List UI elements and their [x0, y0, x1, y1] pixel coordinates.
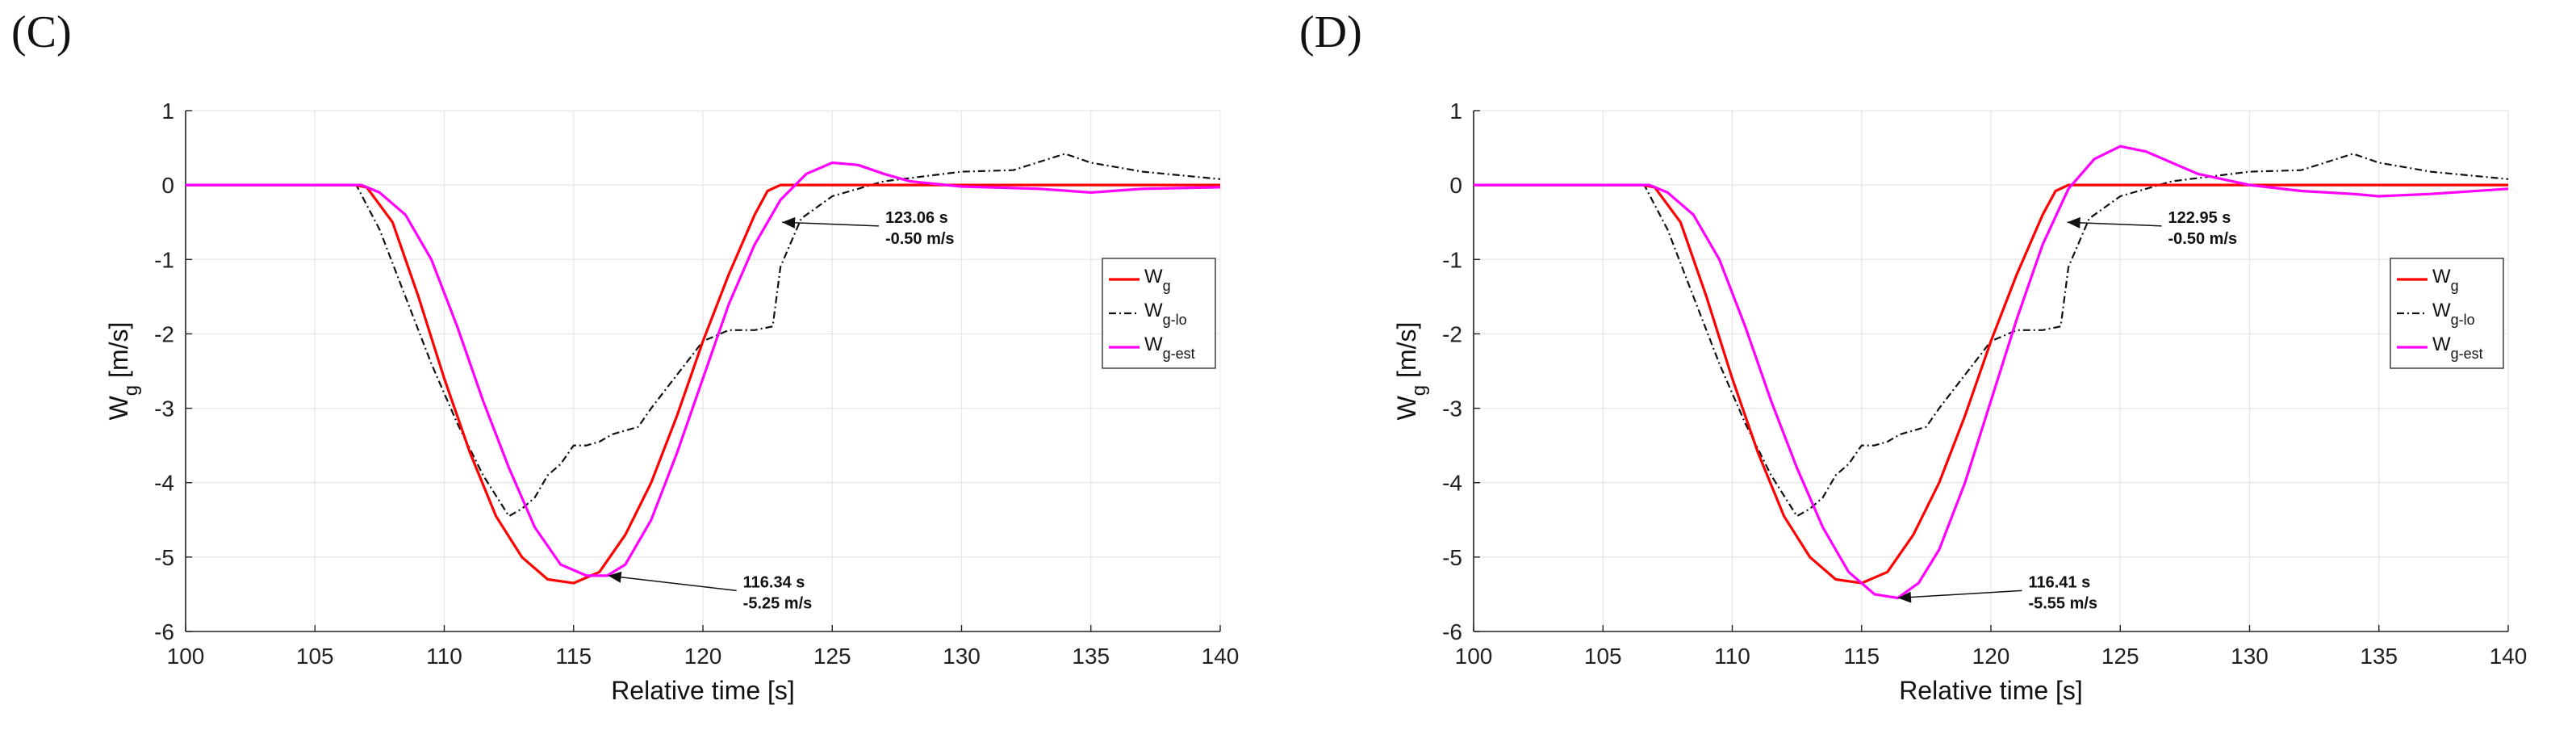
- legend-label-subscript: g: [1163, 278, 1171, 294]
- legend-label-wg: Wg: [1144, 266, 1171, 294]
- legend-label-subscript: g-lo: [1163, 312, 1187, 328]
- legend-label-wg-lo: Wg-lo: [2432, 300, 2475, 328]
- x-tick-label: 125: [813, 644, 851, 669]
- annotation-arrow-head: [608, 571, 622, 583]
- x-tick-label: 110: [1714, 644, 1750, 669]
- annotation-label-value: -0.50 m/s: [2168, 230, 2238, 248]
- x-tick-label: 135: [2360, 644, 2398, 669]
- x-tick-label: 105: [296, 644, 334, 669]
- legend-label-main: W: [2432, 300, 2451, 321]
- annotation-label-value: -0.50 m/s: [885, 230, 955, 248]
- annotation-arrow-head: [782, 216, 796, 229]
- y-tick-label: 0: [161, 173, 174, 198]
- legend-label-wg-est: Wg-est: [2432, 334, 2483, 362]
- annotation-label-time: 116.41 s: [2028, 573, 2090, 591]
- y-tick-label: 1: [1449, 99, 1462, 124]
- y-tick-label: -3: [1442, 396, 1462, 422]
- legend-label-subscript: g-est: [1163, 346, 1195, 362]
- x-axis-title: Relative time [s]: [1899, 676, 2083, 705]
- y-tick-label: 0: [1449, 173, 1462, 198]
- legend-label-main: W: [2432, 266, 2451, 287]
- x-tick-label: 130: [2231, 644, 2269, 669]
- x-tick-label: 140: [2490, 644, 2528, 669]
- legend-label-wg: Wg: [2432, 266, 2459, 294]
- line-chart: 100 105 110 115 120 125 130 135 140 1 0 -1 -2 -3 -4 -5 -…: [104, 99, 1240, 705]
- annotation-label-value: -5.25 m/s: [743, 594, 813, 612]
- chart-panel-c: (C) 100 105 110 115 120 125 130 135 140 1 0 -1 -2 -3 -…: [0, 0, 1288, 726]
- y-tick-label: -2: [1442, 321, 1462, 346]
- x-tick-label: 125: [2101, 644, 2139, 669]
- annotation-arrow-head: [1897, 591, 1912, 603]
- x-tick-label: 115: [555, 644, 592, 669]
- x-tick-label: 120: [684, 644, 722, 669]
- annotation-arrow-line: [2067, 221, 2162, 227]
- x-tick-label: 135: [1072, 644, 1110, 669]
- legend-label-main: W: [1144, 266, 1163, 287]
- annotation-label-time: 123.06 s: [885, 209, 948, 227]
- annotation-label-value: -5.55 m/s: [2028, 594, 2097, 612]
- legend-label-subscript: g: [2451, 278, 2459, 294]
- series-line-wg-est: [1474, 145, 2509, 600]
- x-axis-title: Relative time [s]: [611, 676, 795, 705]
- y-tick-label: -4: [1442, 471, 1462, 496]
- panel-label: (D): [1299, 7, 1362, 57]
- y-tick-label: -6: [1442, 619, 1462, 644]
- x-tick-label: 100: [167, 644, 205, 669]
- y-axis-title-subscript: g: [1408, 385, 1430, 396]
- annotation-arrow-line: [782, 221, 879, 227]
- y-tick-label: -5: [1442, 545, 1462, 570]
- y-axis-title-subscript: g: [120, 385, 142, 396]
- y-axis-title-unit: [m/s]: [1392, 322, 1421, 385]
- annotation-arrow-line: [608, 575, 737, 592]
- y-tick-label: -2: [154, 321, 174, 346]
- legend-box: [1102, 258, 1216, 369]
- series-line-wg-lo: [186, 153, 1221, 518]
- y-axis-title: Wg [m/s]: [1392, 322, 1430, 421]
- x-tick-label: 130: [943, 644, 981, 669]
- annotation-label-time: 116.34 s: [743, 573, 805, 591]
- y-tick-label: -4: [154, 471, 174, 496]
- annotation-arrow-line: [1897, 589, 2022, 599]
- y-tick-label: 1: [161, 99, 174, 124]
- legend-label-main: W: [1144, 300, 1163, 321]
- annotation-arrow-head: [2067, 216, 2080, 229]
- x-tick-label: 100: [1455, 644, 1493, 669]
- y-tick-label: -5: [154, 545, 174, 570]
- legend-box: [2390, 258, 2504, 369]
- legend-label-main: W: [2432, 334, 2451, 355]
- series-line-wg: [186, 183, 1220, 585]
- y-tick-label: -1: [154, 247, 174, 272]
- y-axis-title-main: W: [104, 395, 133, 420]
- legend-label-subscript: g-est: [2451, 346, 2483, 362]
- panel-label: (C): [11, 7, 72, 57]
- line-chart: 100 105 110 115 120 125 130 135 140 1 0 -1 -2 -3 -4 -5 -…: [1392, 99, 2528, 705]
- x-tick-label: 140: [1202, 644, 1240, 669]
- y-axis-title: Wg [m/s]: [104, 322, 142, 421]
- chart-panel-d: (D) 100 105 110 115 120 125 130 135 140 1 0 -1 -2 -3 -…: [1288, 0, 2576, 726]
- y-axis-title-unit: [m/s]: [104, 322, 133, 385]
- x-tick-label: 105: [1584, 644, 1622, 669]
- y-tick-label: -1: [1442, 247, 1462, 272]
- x-tick-label: 120: [1972, 644, 2010, 669]
- legend-label-subscript: g-lo: [2451, 312, 2475, 328]
- legend-label-wg-lo: Wg-lo: [1144, 300, 1187, 328]
- annotation-label-time: 122.95 s: [2168, 209, 2231, 227]
- x-tick-label: 115: [1843, 644, 1880, 669]
- y-tick-label: -3: [154, 396, 174, 422]
- x-tick-label: 110: [426, 644, 462, 669]
- y-axis-title-main: W: [1392, 395, 1421, 420]
- y-tick-label: -6: [154, 619, 174, 644]
- legend-label-main: W: [1144, 334, 1163, 355]
- series-line-wg-est: [186, 161, 1221, 577]
- legend-label-wg-est: Wg-est: [1144, 334, 1195, 362]
